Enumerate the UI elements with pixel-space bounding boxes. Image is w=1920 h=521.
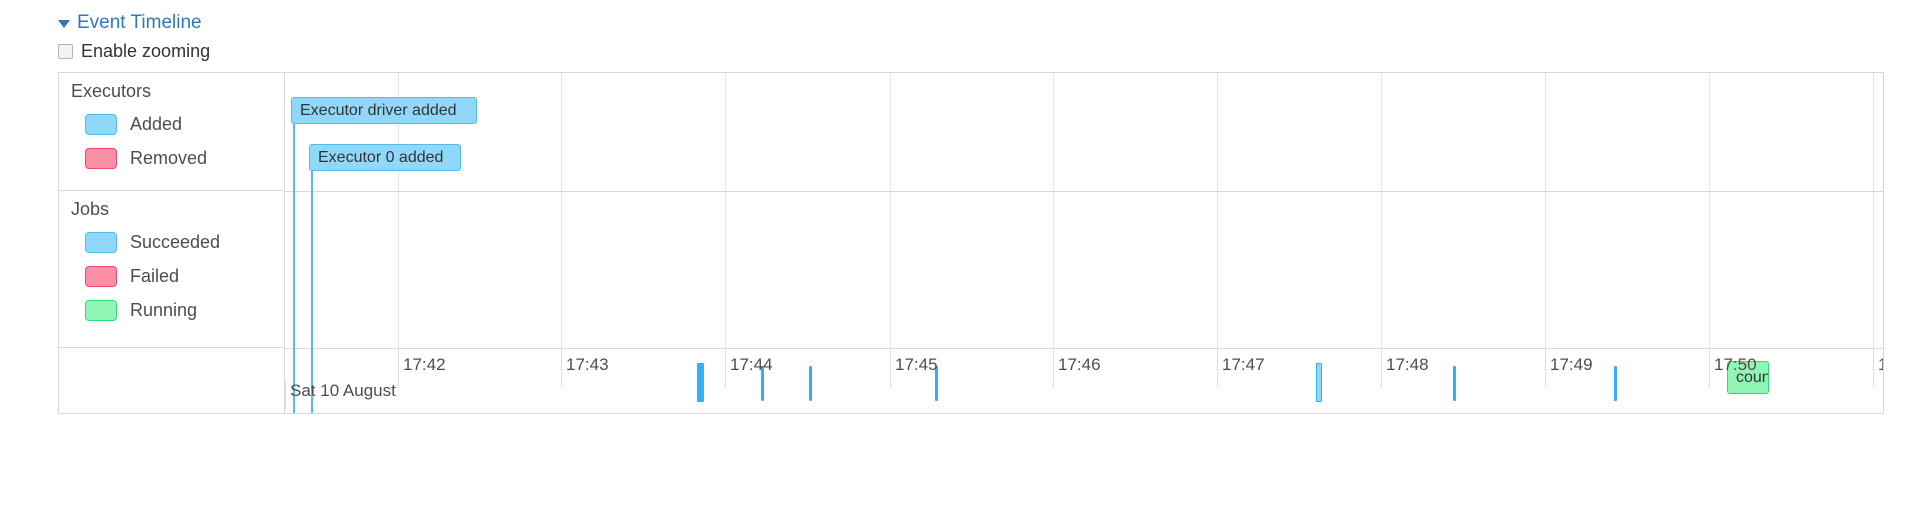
axis-tick [1545,348,1546,388]
legend-group-executors: Executors Added Removed [59,73,284,191]
axis-tick [1709,348,1710,388]
swatch-succeeded [85,231,117,253]
axis-tick-label: 17:49 [1550,355,1593,374]
legend-item-removed: Removed [71,141,284,175]
axis-tick-label: 17:45 [895,355,938,374]
grid-line [1381,73,1382,361]
timeline-canvas[interactable]: Executor driver added Executor 0 added co… [285,73,1883,413]
job-event-box[interactable]: count [1727,361,1769,394]
axis-date-label: Sat 10 August [290,381,396,400]
time-axis: 17:42 17:43 17:44 17:45 17:46 17:47 17:48 17:49… [285,348,1883,413]
enable-zooming-row[interactable]: Enable zooming [58,41,210,61]
axis-tick [1217,348,1218,388]
legend-label-running: Running [130,300,198,320]
axis-tick-label: 17:44 [730,355,773,374]
axis-tick [1053,348,1054,388]
executor-event-box[interactable]: Executor 0 added [309,144,461,171]
axis-tick [561,348,562,388]
grid-line [890,73,891,361]
axis-tick [1873,348,1874,388]
legend-item-added: Added [71,107,284,141]
triangle-down-icon [58,20,70,28]
swatch-failed [85,265,117,287]
axis-tick [1381,348,1382,388]
legend-group-title-jobs: Jobs [71,199,110,219]
legend-item-failed: Failed [71,259,284,293]
timeline-frame: Executors Added Removed Jobs Succeeded [58,72,1884,414]
axis-tick-label: 17:47 [1222,355,1265,374]
timeline-legend: Executors Added Removed Jobs Succeeded [59,73,285,413]
axis-tick-label: 17:43 [566,355,609,374]
job-tick-marker[interactable] [1453,366,1456,401]
grid-line [398,73,399,361]
axis-tick-label: 17:42 [403,355,446,374]
lane-separator-executors [285,191,1883,192]
swatch-running [85,299,117,321]
grid-line [1709,73,1710,361]
job-tick-marker[interactable] [809,366,812,401]
lane-separator-jobs [285,348,1883,349]
axis-tick [890,348,891,388]
job-tick-marker[interactable] [761,366,764,401]
enable-zooming-checkbox[interactable] [58,43,73,59]
legend-label-failed: Failed [130,266,180,286]
legend-label-removed: Removed [130,148,208,168]
axis-tick-label: 17: [1873,355,1883,375]
swatch-added [85,113,117,135]
axis-tick [398,348,399,388]
legend-item-succeeded: Succeeded [71,225,284,259]
job-tick-marker[interactable] [935,366,938,401]
grid-line [1873,73,1874,361]
axis-tick-label: 17:48 [1386,355,1429,374]
legend-label-succeeded: Succeeded [130,232,221,252]
event-stem [311,171,313,413]
axis-tick-label: 17:50 [1714,355,1757,374]
grid-line [1545,73,1546,361]
event-stem [293,124,295,413]
grid-line [1053,73,1054,361]
job-tick-marker[interactable] [1614,366,1617,401]
axis-major-tick [285,381,286,409]
executor-event-box[interactable]: Executor driver added [291,97,477,124]
legend-item-running: Running [71,293,284,327]
axis-tick [725,348,726,388]
grid-line [1217,73,1218,361]
swatch-removed [85,147,117,169]
enable-zooming-label: Enable zooming [81,41,211,61]
job-tick-marker[interactable] [1316,363,1322,402]
grid-line [561,73,562,361]
event-timeline-toggle[interactable]: Event Timeline [58,12,202,34]
legend-label-added: Added [130,114,183,134]
legend-group-title-executors: Executors [71,81,152,101]
page-title: Event Timeline [77,12,202,33]
job-tick-marker[interactable] [697,363,704,402]
axis-tick-label: 17:46 [1058,355,1101,374]
legend-group-jobs: Jobs Succeeded Failed Running [59,191,284,348]
grid-line [725,73,726,361]
